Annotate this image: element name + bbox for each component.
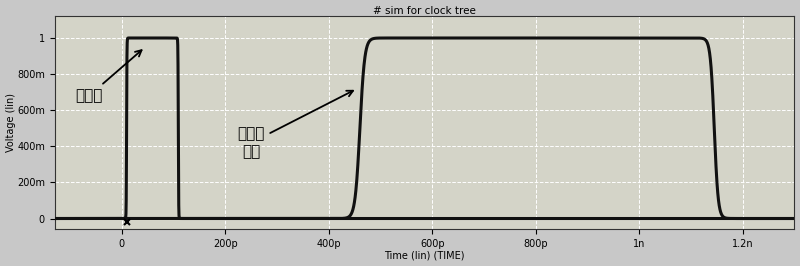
Text: 时钒源: 时钒源 bbox=[75, 50, 142, 103]
Text: 时钒树
终端: 时钒树 终端 bbox=[238, 91, 353, 159]
Title: # sim for clock tree: # sim for clock tree bbox=[373, 6, 476, 15]
Y-axis label: Voltage (lin): Voltage (lin) bbox=[6, 93, 15, 152]
X-axis label: Time (lin) (TIME): Time (lin) (TIME) bbox=[384, 251, 465, 260]
